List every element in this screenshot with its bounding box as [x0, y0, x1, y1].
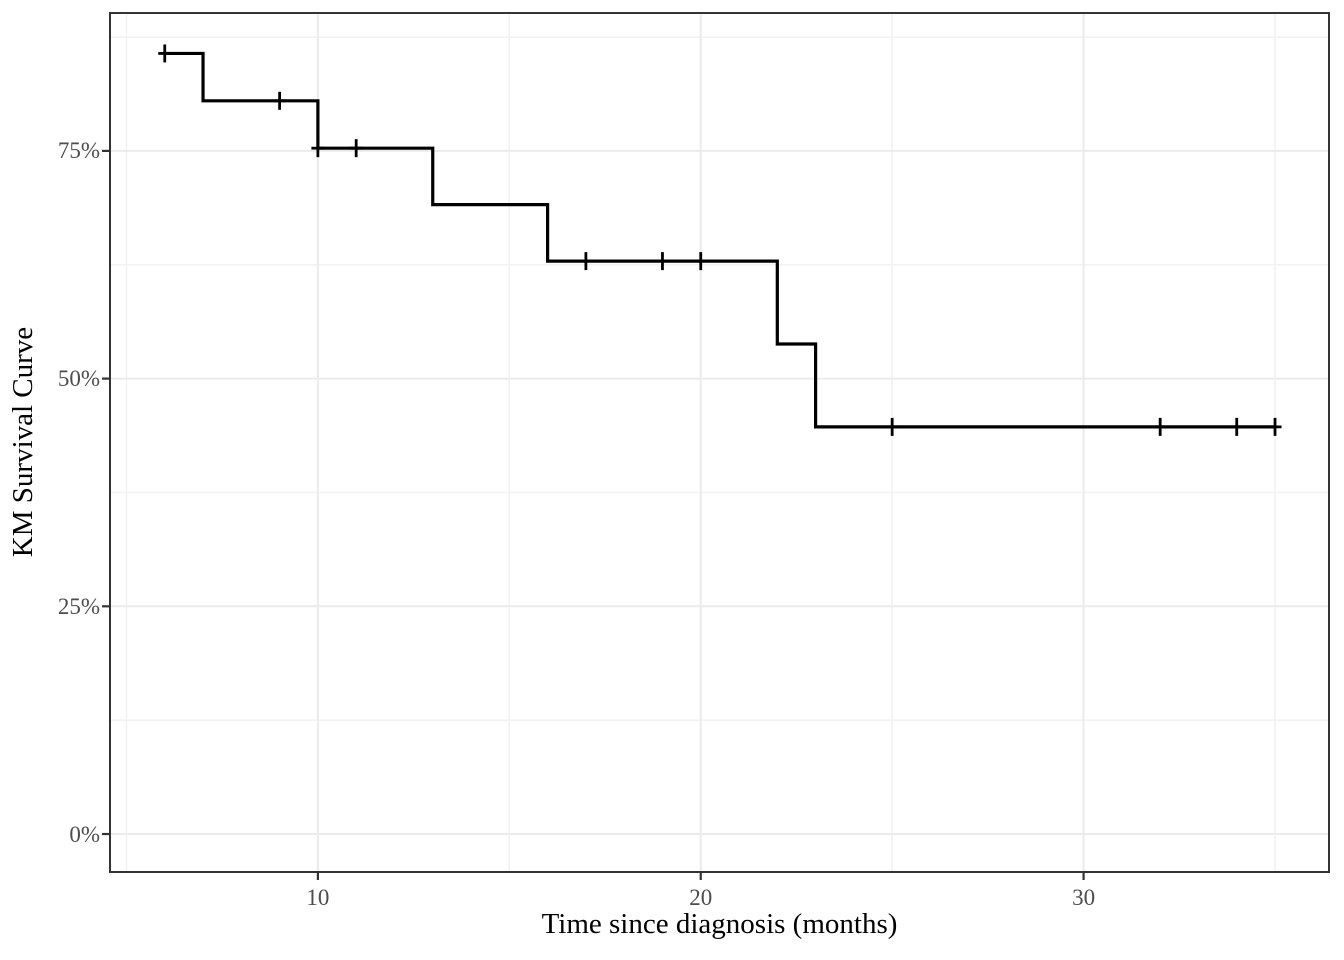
- y-tick-label: 0%: [69, 821, 100, 847]
- km-step-line: [164, 51, 1276, 429]
- x-tick-label: 30: [1072, 885, 1096, 910]
- y-tick-label: 50%: [57, 366, 100, 392]
- x-tick-label: 10: [306, 885, 330, 910]
- panel-background: [110, 13, 1329, 872]
- panel-border: [109, 12, 1330, 873]
- y-tick-label: 25%: [57, 593, 100, 619]
- x-tick-label: 20: [689, 885, 713, 910]
- x-axis-title: Time since diagnosis (months): [541, 908, 898, 940]
- y-tick-label: 75%: [57, 138, 100, 164]
- y-axis-title: KM Survival Curve: [7, 326, 39, 558]
